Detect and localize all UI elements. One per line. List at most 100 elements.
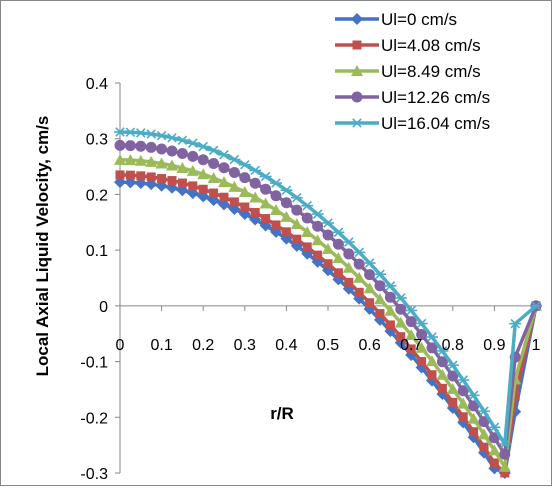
data-point (145, 129, 158, 139)
data-point (156, 143, 168, 155)
series-line (119, 180, 538, 475)
legend-item: Ul=4.08 cm/s (335, 36, 481, 55)
data-point (239, 172, 251, 184)
data-point (207, 171, 220, 183)
data-point (134, 128, 147, 138)
x-axis-title: r/R (270, 404, 294, 423)
x-tick-label: 0.5 (317, 337, 339, 354)
data-point (467, 412, 480, 424)
data-point (240, 202, 250, 212)
data-point (509, 318, 522, 329)
data-point (375, 309, 385, 319)
data-point (323, 259, 333, 269)
data-point (448, 397, 458, 407)
data-point (166, 159, 178, 171)
data-point (124, 127, 137, 138)
data-point (352, 40, 362, 50)
data-point (114, 127, 126, 137)
data-point (374, 269, 386, 279)
data-point (280, 197, 292, 209)
series-5 (114, 127, 542, 449)
data-point (374, 293, 386, 305)
data-point (228, 154, 241, 165)
data-point (209, 188, 219, 198)
legend-label: Ul=12.26 cm/s (381, 88, 490, 107)
data-point (353, 271, 366, 283)
data-point (343, 248, 355, 260)
data-point (135, 140, 147, 152)
data-point (489, 458, 499, 468)
data-point (394, 316, 407, 328)
data-point (322, 229, 334, 241)
data-point (197, 141, 210, 152)
data-point (351, 13, 363, 25)
data-point (124, 154, 137, 166)
data-point (313, 250, 323, 260)
y-tick-label: -0.3 (80, 466, 108, 483)
data-point (115, 170, 125, 180)
data-point (436, 346, 449, 356)
data-point (415, 318, 428, 329)
legend-item: Ul=8.49 cm/s (335, 62, 481, 81)
data-point (342, 237, 355, 247)
data-point (374, 280, 386, 292)
data-point (405, 328, 418, 340)
series-line (119, 173, 538, 475)
data-point (218, 162, 230, 174)
data-point (510, 391, 520, 401)
legend-item: Ul=16.04 cm/s (335, 114, 490, 133)
data-point (186, 164, 199, 176)
data-point (136, 171, 146, 181)
data-point (436, 368, 449, 380)
legend-label: Ul=8.49 cm/s (381, 62, 481, 81)
data-point (301, 200, 314, 211)
data-point (447, 370, 459, 382)
data-point (488, 422, 501, 433)
data-point (145, 155, 158, 167)
data-point (468, 400, 480, 412)
data-point (405, 305, 418, 316)
data-point (197, 154, 209, 166)
data-point (488, 444, 501, 456)
y-tick-label: 0.4 (86, 76, 108, 93)
data-point (114, 153, 126, 165)
data-point (342, 261, 355, 273)
data-point (467, 390, 480, 401)
data-point (457, 397, 470, 409)
legend: Ul=0 cm/s Ul=4.08 cm/s Ul=8.49 cm/s Ul=12.2… (335, 10, 490, 133)
legend-label: Ul=0 cm/s (381, 10, 457, 29)
data-point (311, 255, 324, 268)
data-point (396, 332, 406, 342)
data-point (426, 355, 438, 367)
data-point (478, 428, 490, 440)
data-point (249, 165, 262, 176)
x-tick-label: 0.8 (442, 337, 464, 354)
data-point (301, 225, 314, 237)
data-point (384, 304, 397, 316)
data-point (228, 166, 240, 178)
data-point (446, 360, 459, 371)
data-point (384, 291, 396, 303)
data-point (416, 329, 428, 341)
legend-item: Ul=12.26 cm/s (335, 88, 490, 107)
y-tick-label: -0.2 (80, 410, 108, 427)
data-point (469, 427, 479, 437)
data-point (260, 183, 272, 195)
data-point (427, 370, 437, 380)
data-point (500, 468, 510, 478)
data-point (198, 184, 208, 194)
data-point (351, 118, 363, 128)
data-point (176, 135, 189, 145)
data-point (238, 185, 251, 197)
data-point (155, 157, 168, 169)
data-point (426, 342, 438, 354)
data-point (291, 204, 303, 216)
data-point (218, 149, 230, 160)
data-point (353, 258, 365, 270)
data-point (530, 301, 542, 311)
data-point (124, 140, 136, 152)
data-point (290, 218, 303, 230)
series-line (119, 130, 538, 446)
legend-label: Ul=4.08 cm/s (381, 36, 481, 55)
